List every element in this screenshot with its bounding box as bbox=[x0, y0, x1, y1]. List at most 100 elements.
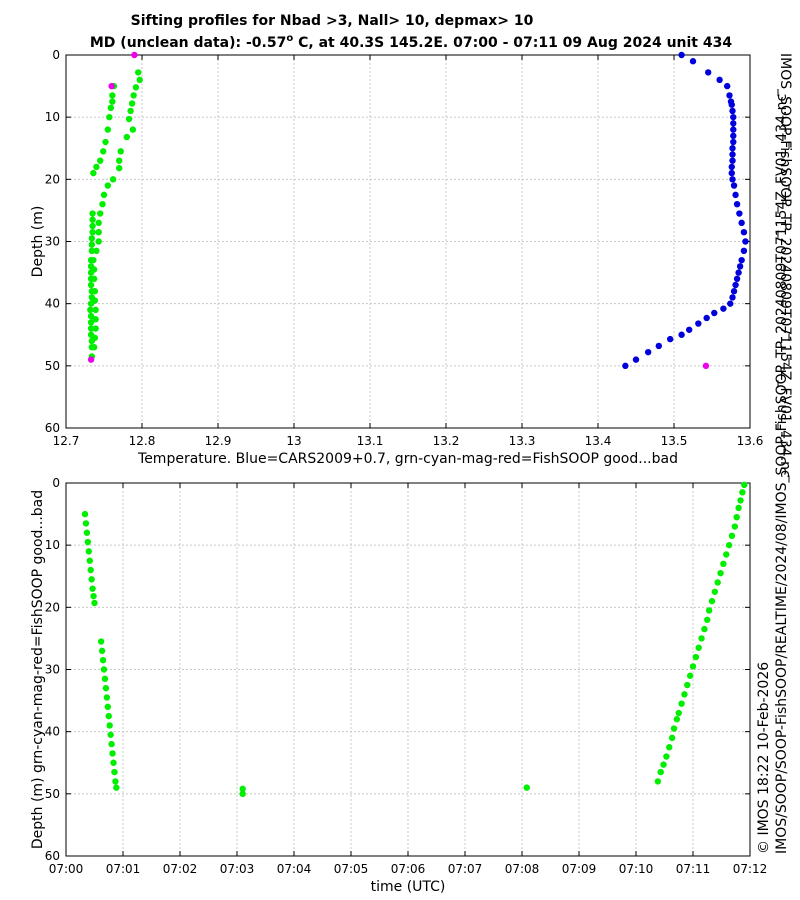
x-tick-label: 07:11 bbox=[676, 862, 711, 876]
data-point bbox=[663, 753, 670, 760]
data-point bbox=[695, 644, 702, 651]
data-point bbox=[735, 504, 742, 512]
title-line-2: MD (unclean data): -0.57o C, at 40.3S 14… bbox=[90, 33, 732, 51]
y-tick-label: 30 bbox=[45, 235, 60, 249]
data-point bbox=[88, 247, 96, 255]
x-tick-label: 07:12 bbox=[733, 862, 768, 876]
data-point bbox=[90, 169, 97, 177]
data-point bbox=[730, 132, 737, 140]
data-point bbox=[95, 238, 102, 245]
data-point bbox=[728, 169, 735, 177]
x-tick-label: 13.3 bbox=[509, 434, 536, 448]
y-tick-label: 20 bbox=[45, 600, 60, 614]
y-tick-label: 30 bbox=[45, 663, 60, 677]
data-point bbox=[91, 599, 98, 607]
x-tick-label: 07:02 bbox=[163, 862, 198, 876]
x-tick-label: 13.6 bbox=[737, 434, 764, 448]
data-point bbox=[686, 672, 694, 679]
data-point bbox=[725, 541, 733, 549]
data-point bbox=[657, 768, 664, 776]
x-tick-label: 13.5 bbox=[661, 434, 688, 448]
data-point bbox=[92, 325, 99, 332]
data-point bbox=[87, 312, 95, 320]
data-point bbox=[135, 69, 142, 76]
top-panel-temperature-depth: 12.7 12.8 12.9 13 13.1 13.2 13.3 13.4 13.5 13.6 0 1… bbox=[30, 48, 763, 467]
data-point bbox=[698, 635, 705, 642]
data-point bbox=[720, 560, 727, 568]
data-point bbox=[100, 666, 108, 673]
data-point bbox=[90, 592, 97, 600]
data-point bbox=[701, 625, 708, 633]
data-point bbox=[103, 694, 111, 701]
data-point bbox=[730, 182, 738, 189]
data-point bbox=[704, 616, 711, 623]
data-point bbox=[733, 275, 741, 282]
x-tick-label: 12.8 bbox=[129, 434, 156, 448]
data-point bbox=[668, 734, 676, 742]
data-point bbox=[740, 247, 748, 255]
y-tick-label: 0 bbox=[52, 48, 60, 62]
bottom-panel-time-depth: 07:00 07:01 07:02 07:03 07:04 07:05 07:06 07:07… bbox=[30, 476, 767, 895]
data-point bbox=[87, 566, 94, 574]
data-point bbox=[132, 84, 140, 91]
x-tick-label: 13 bbox=[286, 434, 301, 448]
data-point bbox=[730, 113, 737, 121]
data-point bbox=[97, 157, 104, 164]
data-point bbox=[116, 164, 123, 172]
data-point bbox=[654, 778, 662, 785]
x-tick-label: 07:08 bbox=[505, 862, 540, 876]
data-point bbox=[738, 219, 745, 227]
data-point bbox=[99, 656, 107, 664]
data-point bbox=[705, 69, 712, 76]
data-point bbox=[702, 362, 710, 370]
data-point bbox=[136, 76, 143, 84]
data-point bbox=[739, 489, 746, 496]
data-point bbox=[716, 76, 723, 84]
data-point bbox=[100, 191, 108, 199]
data-point bbox=[717, 569, 724, 577]
data-point bbox=[681, 691, 688, 698]
data-point bbox=[125, 115, 133, 123]
data-point bbox=[622, 362, 629, 370]
data-point bbox=[113, 784, 120, 791]
data-point bbox=[109, 176, 117, 183]
data-point bbox=[95, 228, 102, 236]
title-degree-sup: o bbox=[286, 33, 293, 44]
x-tick-label: 07:04 bbox=[277, 862, 312, 876]
data-point bbox=[116, 157, 123, 164]
data-point bbox=[711, 588, 719, 595]
data-point bbox=[670, 725, 678, 732]
data-point bbox=[730, 288, 738, 295]
data-point bbox=[666, 744, 673, 751]
data-point bbox=[89, 216, 96, 223]
y-tick-label: 10 bbox=[45, 110, 60, 124]
data-point bbox=[740, 228, 748, 236]
data-point bbox=[729, 294, 736, 301]
x-tick-label: 13.2 bbox=[433, 434, 460, 448]
data-point bbox=[117, 148, 124, 155]
data-point bbox=[86, 557, 93, 564]
data-point bbox=[714, 579, 721, 586]
data-point bbox=[729, 157, 736, 164]
data-point bbox=[107, 104, 115, 112]
data-point bbox=[88, 241, 96, 248]
data-point bbox=[95, 219, 102, 227]
data-point bbox=[655, 342, 662, 350]
data-point bbox=[730, 138, 737, 146]
data-point bbox=[741, 481, 748, 489]
y-tick-label: 10 bbox=[45, 538, 60, 552]
x-tick-label: 07:01 bbox=[106, 862, 141, 876]
data-point bbox=[104, 182, 112, 189]
data-point bbox=[742, 238, 749, 245]
data-point bbox=[83, 529, 91, 536]
data-point bbox=[678, 700, 685, 707]
x-tick-label: 13.1 bbox=[357, 434, 384, 448]
data-point bbox=[632, 356, 640, 363]
data-point bbox=[684, 681, 691, 689]
x-tick-label: 07:09 bbox=[562, 862, 597, 876]
data-point bbox=[89, 210, 96, 217]
data-point bbox=[726, 92, 733, 99]
title-line-2-prefix: MD (unclean data): -0.57 bbox=[90, 35, 286, 51]
data-point bbox=[728, 532, 736, 540]
data-point bbox=[644, 348, 652, 356]
